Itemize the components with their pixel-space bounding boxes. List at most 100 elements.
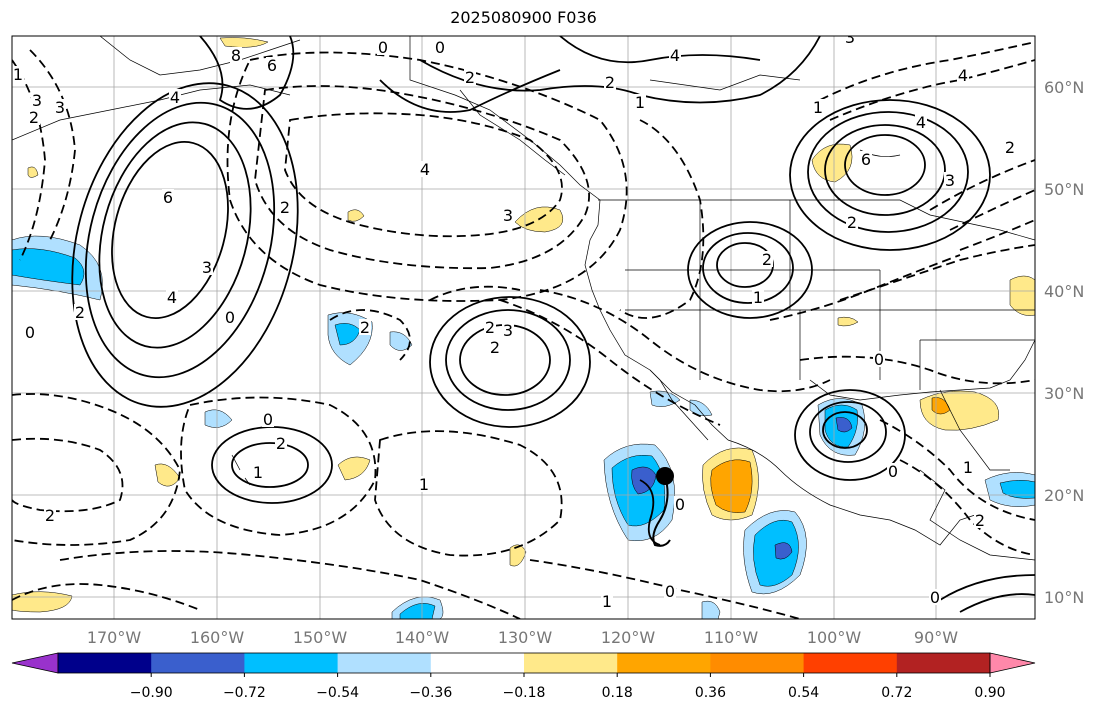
map-frame bbox=[11, 35, 1036, 620]
colorbar-tick-label: −0.18 bbox=[503, 685, 546, 701]
contour-labels: 0 028643213421643243022202112264300210120… bbox=[12, 28, 1016, 611]
lon-label: 100°W bbox=[807, 628, 862, 647]
contour-label-bg bbox=[1004, 139, 1016, 155]
contour-label-bg bbox=[604, 74, 616, 90]
colorbar-tick-label: −0.36 bbox=[409, 685, 452, 701]
colorbar-swatch bbox=[151, 653, 245, 673]
contour-label-bg bbox=[419, 161, 431, 177]
contour-label-bg bbox=[873, 351, 885, 367]
lat-label: 30°N bbox=[1044, 384, 1084, 403]
contour-label-bg bbox=[464, 69, 476, 85]
storm-center-marker bbox=[656, 467, 674, 485]
colorbar-tick-label: 0.54 bbox=[788, 685, 819, 701]
contour-label: 3 bbox=[32, 91, 42, 110]
contour-label: 2 bbox=[465, 68, 475, 87]
contour-label: 1 bbox=[963, 458, 973, 477]
plot-title: 2025080900 F036 bbox=[450, 8, 597, 27]
contour-label-bg bbox=[74, 304, 86, 320]
contour-label: 2 bbox=[485, 318, 495, 337]
contour-label: 0 bbox=[675, 495, 685, 514]
lon-label: 110°W bbox=[704, 628, 759, 647]
contour-label-bg bbox=[377, 39, 389, 55]
contour-label-bg bbox=[601, 593, 613, 609]
contour-label-bg bbox=[166, 289, 178, 305]
colorbar-tick-label: −0.90 bbox=[130, 685, 173, 701]
contour-label: 0 bbox=[930, 588, 940, 607]
contour-label: 1 bbox=[813, 98, 823, 117]
colorbar-tick-label: 0.90 bbox=[974, 685, 1005, 701]
contour-label-bg bbox=[31, 92, 43, 108]
contour-label: 6 bbox=[163, 188, 173, 207]
contour-label: 8 bbox=[231, 46, 241, 65]
contour-label: 1 bbox=[13, 65, 23, 84]
lon-label: 150°W bbox=[293, 628, 348, 647]
contour-label-bg bbox=[846, 214, 858, 230]
contour-label-bg bbox=[434, 39, 446, 55]
contour-label-bg bbox=[502, 207, 514, 223]
colorbar-tick-label: −0.54 bbox=[316, 685, 359, 701]
contour-label-bg bbox=[24, 324, 36, 340]
contour-label: 3 bbox=[503, 321, 513, 340]
contour-label: 4 bbox=[170, 88, 180, 107]
lon-label: 90°W bbox=[914, 628, 958, 647]
contour-label: 2 bbox=[276, 434, 286, 453]
contour-label: 1 bbox=[602, 592, 612, 611]
contour-label: 3 bbox=[503, 206, 513, 225]
contour-label: 2 bbox=[490, 338, 500, 357]
contour-label-bg bbox=[944, 172, 956, 188]
contour-label: 2 bbox=[1005, 138, 1015, 157]
contour-label-bg bbox=[502, 322, 514, 338]
colorbar-tick-label: 0.18 bbox=[602, 685, 633, 701]
contour-label: 2 bbox=[75, 303, 85, 322]
contour-label-bg bbox=[489, 339, 501, 355]
colorbar-tick-label: 0.36 bbox=[695, 685, 726, 701]
contour-label-bg bbox=[224, 309, 236, 325]
contour-label: 0 bbox=[263, 410, 273, 429]
contour-label-bg bbox=[957, 67, 969, 83]
contour-label-bg bbox=[266, 57, 278, 73]
contour-label: 0 bbox=[225, 308, 235, 327]
colorbar-arrow-low bbox=[11, 652, 59, 674]
contour-label: 0 bbox=[435, 38, 445, 57]
contour-label: 4 bbox=[420, 160, 430, 179]
colorbar-swatch bbox=[524, 653, 618, 673]
contour-label-bg bbox=[279, 199, 291, 215]
contour-label: 1 bbox=[419, 475, 429, 494]
contour-label-bg bbox=[669, 47, 681, 63]
contour-label-bg bbox=[674, 496, 686, 512]
contour-label: 4 bbox=[167, 288, 177, 307]
lat-label: 50°N bbox=[1044, 180, 1084, 199]
contour-label: 0 bbox=[378, 38, 388, 57]
contour-label-bg bbox=[418, 476, 430, 492]
contour-label: 2 bbox=[975, 511, 985, 530]
contour-label: 0 bbox=[665, 582, 675, 601]
storm-track bbox=[652, 467, 674, 547]
contour-label-bg bbox=[162, 189, 174, 205]
contour-label-bg bbox=[201, 259, 213, 275]
colorbar-swatch bbox=[896, 653, 991, 673]
contour-label: 1 bbox=[753, 288, 763, 307]
contour-label: 2 bbox=[847, 213, 857, 232]
colorbar-tick-label: 0.72 bbox=[881, 685, 912, 701]
contour-label-bg bbox=[12, 66, 24, 82]
contour-label: 2 bbox=[360, 318, 370, 337]
contour-label-bg bbox=[54, 99, 66, 115]
contour-label: 3 bbox=[55, 98, 65, 117]
coastlines bbox=[12, 36, 1035, 561]
lat-label: 40°N bbox=[1044, 282, 1084, 301]
contour-label-bg bbox=[974, 512, 986, 528]
contour-label: 1 bbox=[635, 93, 645, 112]
contour-label: 2 bbox=[29, 108, 39, 127]
colorbar-swatch bbox=[244, 653, 339, 673]
colorbar-swatch bbox=[430, 653, 525, 673]
contour-label-bg bbox=[484, 319, 496, 335]
lat-label: 20°N bbox=[1044, 486, 1084, 505]
lat-label: 60°N bbox=[1044, 78, 1084, 97]
latitude-labels: 60°N 50°N 40°N 30°N 20°N 10°N bbox=[1044, 78, 1084, 607]
contour-label: 3 bbox=[845, 28, 855, 47]
lon-label: 170°W bbox=[87, 628, 142, 647]
contour-label: 4 bbox=[670, 46, 680, 65]
contour-lines bbox=[12, 36, 1035, 619]
contour-label-bg bbox=[230, 47, 242, 63]
